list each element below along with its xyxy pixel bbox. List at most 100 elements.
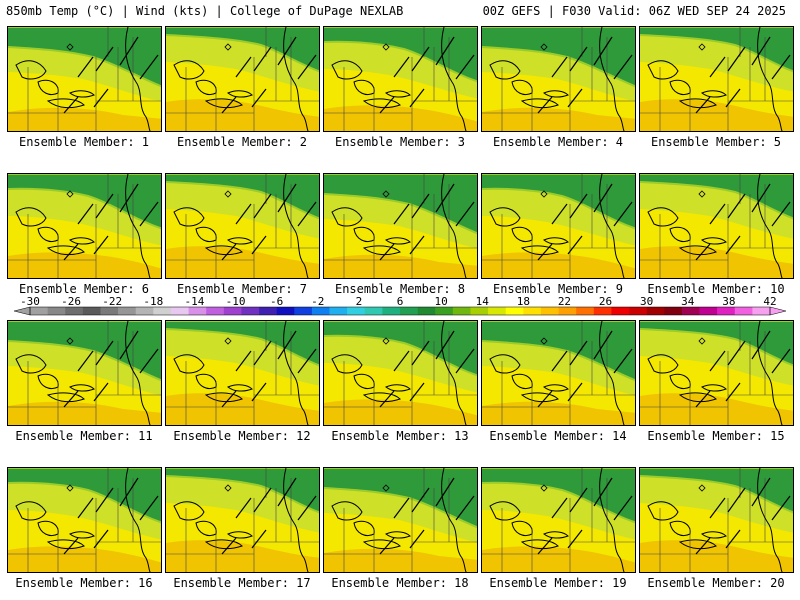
station-marker <box>382 190 390 198</box>
temp-contour-edge <box>324 27 477 83</box>
warm-temp-field <box>482 107 635 131</box>
station-marker <box>66 190 74 198</box>
warm-temp-field <box>482 546 635 572</box>
colorbar-swatch <box>364 307 383 315</box>
colorbar-tick-label: -22 <box>102 295 122 308</box>
colorbar-tick-label: 42 <box>763 295 776 308</box>
colorbar-swatch <box>752 307 771 315</box>
colorbar-min-arrow <box>13 306 31 316</box>
great-lake-outline <box>69 531 95 539</box>
great-lake-outline <box>69 237 95 245</box>
mild-temp-field <box>482 188 635 246</box>
header-valid-time: 00Z GEFS | F030 Valid: 06Z WED SEP 24 20… <box>482 4 786 18</box>
wind-barb-line <box>569 487 588 513</box>
wind-barb-line <box>537 243 553 261</box>
header-title: 850mb Temp (°C) | Wind (kts) | College o… <box>6 4 404 18</box>
wind-barb-line <box>235 497 252 519</box>
temperature-colorbar: -30 -26 -22 -18 -14 -10 -6 -2 2 6 10 14 18 22 26 30 34 38… <box>13 295 787 316</box>
great-lake-outline <box>15 60 47 80</box>
coastline <box>441 468 467 572</box>
cool-temp-field <box>166 468 319 513</box>
temperature-map <box>8 174 161 278</box>
colorbar-swatch <box>329 307 348 315</box>
wind-barb-line <box>551 497 568 519</box>
colorbar-tick-label: 2 <box>356 295 363 308</box>
colorbar-swatch <box>699 307 718 315</box>
ensemble-map-panel <box>639 26 794 132</box>
warm-temp-field <box>166 246 319 278</box>
ensemble-map-panel <box>481 467 636 573</box>
wind-barb-line <box>253 487 272 513</box>
wind-barb-line <box>537 537 553 555</box>
temp-contour-edge <box>640 321 793 367</box>
mild-temp-field <box>482 341 635 396</box>
wind-barb-line <box>613 495 633 521</box>
ensemble-map-panel <box>7 320 162 426</box>
mild-temp-field <box>8 188 161 246</box>
warm-temp-field <box>8 252 161 278</box>
coastline <box>125 468 151 572</box>
coastline <box>757 468 783 572</box>
great-lake-outline <box>69 90 95 98</box>
warm-temp-field <box>482 252 635 278</box>
temperature-map <box>482 27 635 131</box>
wind-barb-line <box>567 529 583 549</box>
temperature-map <box>640 321 793 425</box>
ensemble-member-label: Ensemble Member: 6 <box>18 282 150 296</box>
wind-barb-line <box>393 350 410 372</box>
ensemble-member-label: Ensemble Member: 9 <box>492 282 624 296</box>
warm-temp-field <box>324 254 477 278</box>
mild-temp-field <box>166 329 319 386</box>
wind-barb-line <box>297 495 317 521</box>
mild-temp-field <box>324 41 477 99</box>
wind-barb-line <box>221 243 237 261</box>
wind-barb-line <box>63 390 79 408</box>
ensemble-map-panel <box>165 320 320 426</box>
cool-temp-field <box>482 321 635 381</box>
ensemble-map-panel <box>639 320 794 426</box>
colorbar-tick-label: 30 <box>640 295 653 308</box>
wind-barb-line <box>455 348 475 374</box>
temperature-map <box>166 321 319 425</box>
wind-barb-line <box>725 235 741 255</box>
coastline <box>441 174 467 278</box>
colorbar-swatch <box>558 307 577 315</box>
wind-barb-line <box>277 330 297 360</box>
wind-barb-line <box>253 46 272 72</box>
temp-contour-edge <box>324 468 477 529</box>
colorbar-swatch <box>540 307 559 315</box>
coastline <box>125 174 151 278</box>
temp-contour-edge <box>482 27 635 88</box>
wind-barb-line <box>751 36 771 66</box>
wind-barb-line <box>725 529 741 549</box>
wind-barb-line <box>77 497 94 519</box>
colorbar-swatch <box>629 307 647 315</box>
colorbar-swatch <box>223 307 242 315</box>
great-lake-outline <box>543 384 569 392</box>
wind-barb-line <box>411 340 430 366</box>
colorbar-swatch <box>576 307 595 315</box>
colorbar-swatch <box>664 307 683 315</box>
ensemble-map-panel <box>323 467 478 573</box>
great-lake-outline <box>701 90 727 98</box>
colorbar-swatch <box>505 307 524 315</box>
wind-barb-line <box>221 537 237 555</box>
great-lake-outline <box>385 384 411 392</box>
wind-barb-line <box>253 340 272 366</box>
great-lake-outline <box>520 539 559 550</box>
great-lake-outline <box>227 90 253 98</box>
temp-contour-edge <box>166 468 319 514</box>
wind-barb-line <box>93 529 109 549</box>
colorbar-swatch <box>400 307 418 315</box>
mild-temp-field <box>8 341 161 396</box>
cool-temp-field <box>8 174 161 229</box>
wind-barb-line <box>253 193 272 219</box>
great-lake-outline <box>489 354 521 374</box>
mild-temp-field <box>166 35 319 92</box>
colorbar-swatch <box>681 307 700 315</box>
wind-barb-line <box>77 56 94 78</box>
wind-barb-line <box>537 390 553 408</box>
mild-temp-field <box>324 488 477 543</box>
temperature-map <box>324 27 477 131</box>
cool-temp-field <box>640 27 793 72</box>
